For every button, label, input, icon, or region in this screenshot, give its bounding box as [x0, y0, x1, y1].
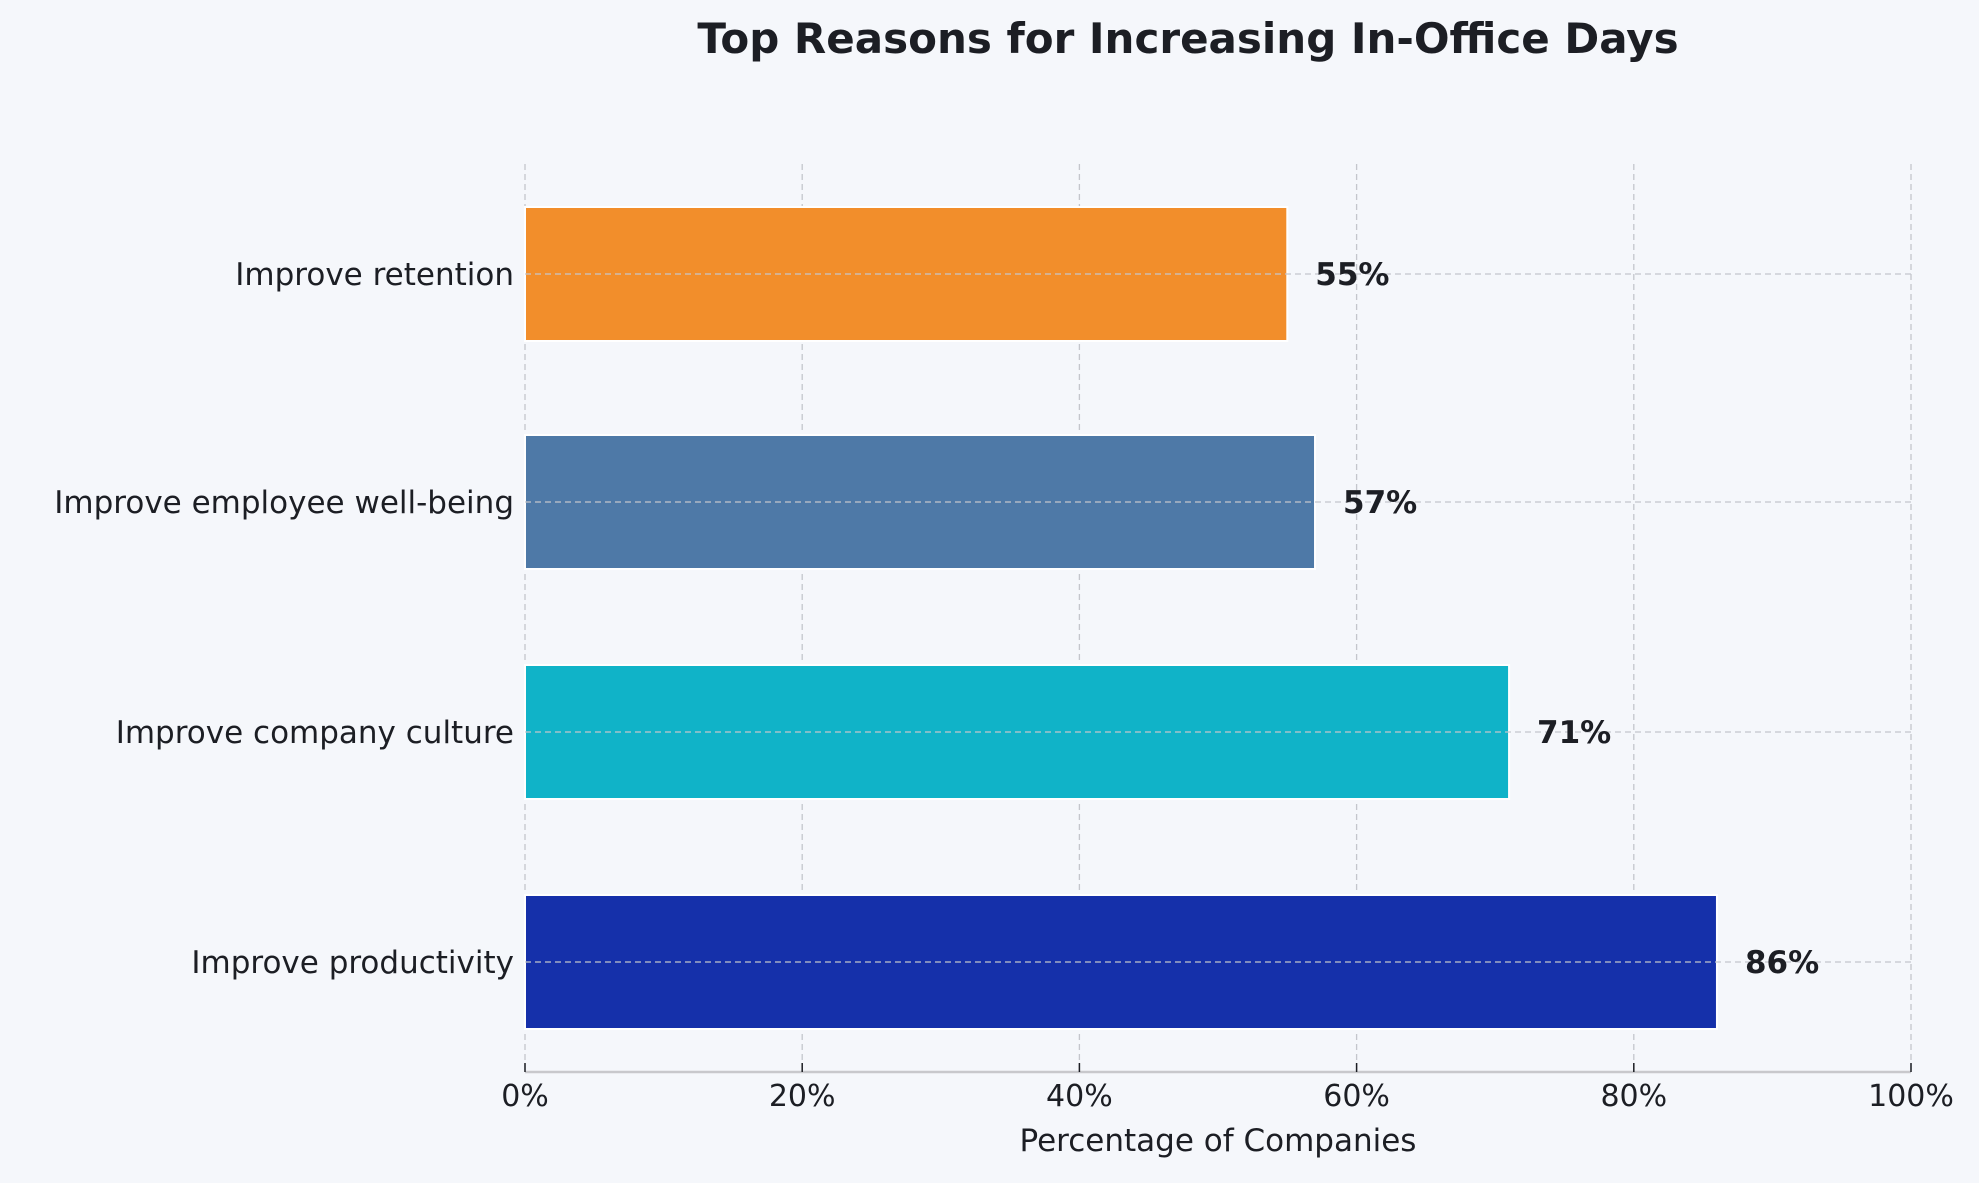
- x-tick-label: 40%: [1046, 1079, 1113, 1114]
- x-tick-label: 100%: [1868, 1079, 1954, 1114]
- category-label: Improve company culture: [116, 715, 514, 751]
- category-label: Improve employee well-being: [54, 485, 514, 521]
- grid-horizontal: [525, 273, 1911, 963]
- x-tick-label: 60%: [1323, 1079, 1390, 1114]
- category-label: Improve productivity: [191, 945, 514, 981]
- bars: [524, 206, 1718, 1030]
- x-axis-label: Percentage of Companies: [1020, 1123, 1417, 1159]
- value-label: 55%: [1315, 257, 1389, 293]
- x-tick-label: 0%: [501, 1079, 549, 1114]
- category-label: Improve retention: [235, 257, 514, 293]
- value-label: 86%: [1745, 945, 1819, 981]
- x-tick-label: 20%: [769, 1079, 836, 1114]
- labels: Improve productivity 86% Improve company c…: [54, 257, 1819, 981]
- value-label: 57%: [1343, 485, 1417, 521]
- chart-title: Top Reasons for Increasing In-Office Day…: [697, 14, 1678, 63]
- x-tick-label: 80%: [1600, 1079, 1667, 1114]
- x-ticks: 0% 20% 40% 60% 80% 100%: [501, 1063, 1954, 1114]
- value-label: 71%: [1537, 715, 1611, 751]
